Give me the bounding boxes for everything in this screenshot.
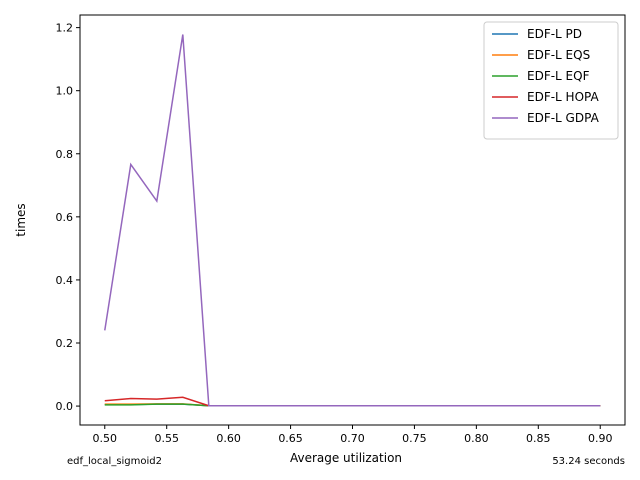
- y-tick-label: 1.0: [56, 85, 74, 98]
- x-axis-label: Average utilization: [290, 451, 402, 465]
- series-line-4: [104, 34, 601, 407]
- legend-box: [483, 21, 619, 140]
- legend-label-0: EDF-L PD: [527, 27, 582, 41]
- plot-content: [104, 34, 601, 407]
- y-tick-label: 0.8: [56, 148, 74, 161]
- x-tick-label: 0.60: [216, 432, 241, 445]
- x-tick-label: 0.80: [464, 432, 489, 445]
- legend-label-3: EDF-L HOPA: [527, 90, 599, 104]
- y-tick-label: 0.4: [56, 274, 74, 287]
- footer-right-label: 53.24 seconds: [552, 456, 625, 467]
- x-tick-label: 0.50: [93, 432, 118, 445]
- y-tick-label: 0.0: [56, 400, 74, 413]
- x-axis-ticks: 0.50 0.55 0.60 0.65 0.70 0.75 0.80 0.85 0.90: [93, 425, 613, 445]
- y-tick-label: 0.2: [56, 337, 74, 350]
- y-tick-label: 1.2: [56, 22, 74, 35]
- x-tick-label: 0.75: [402, 432, 427, 445]
- legend-label-4: EDF-L GDPA: [527, 111, 600, 125]
- legend-label-1: EDF-L EQS: [527, 48, 590, 62]
- y-tick-label: 0.6: [56, 211, 74, 224]
- x-tick-label: 0.85: [526, 432, 551, 445]
- x-tick-label: 0.70: [340, 432, 365, 445]
- y-axis-label: times: [14, 203, 28, 236]
- footer-left-label: edf_local_sigmoid2: [67, 456, 163, 467]
- x-tick-label: 0.90: [588, 432, 613, 445]
- legend-label-2: EDF-L EQF: [527, 69, 590, 83]
- x-tick-label: 0.55: [154, 432, 179, 445]
- legend: EDF-L PD EDF-L EQS EDF-L EQF EDF-L HOPA EDF-…: [483, 21, 619, 140]
- y-axis-ticks: 0.0 0.2 0.4 0.6 0.8 1.0 1.2: [56, 22, 80, 413]
- x-tick-label: 0.65: [278, 432, 303, 445]
